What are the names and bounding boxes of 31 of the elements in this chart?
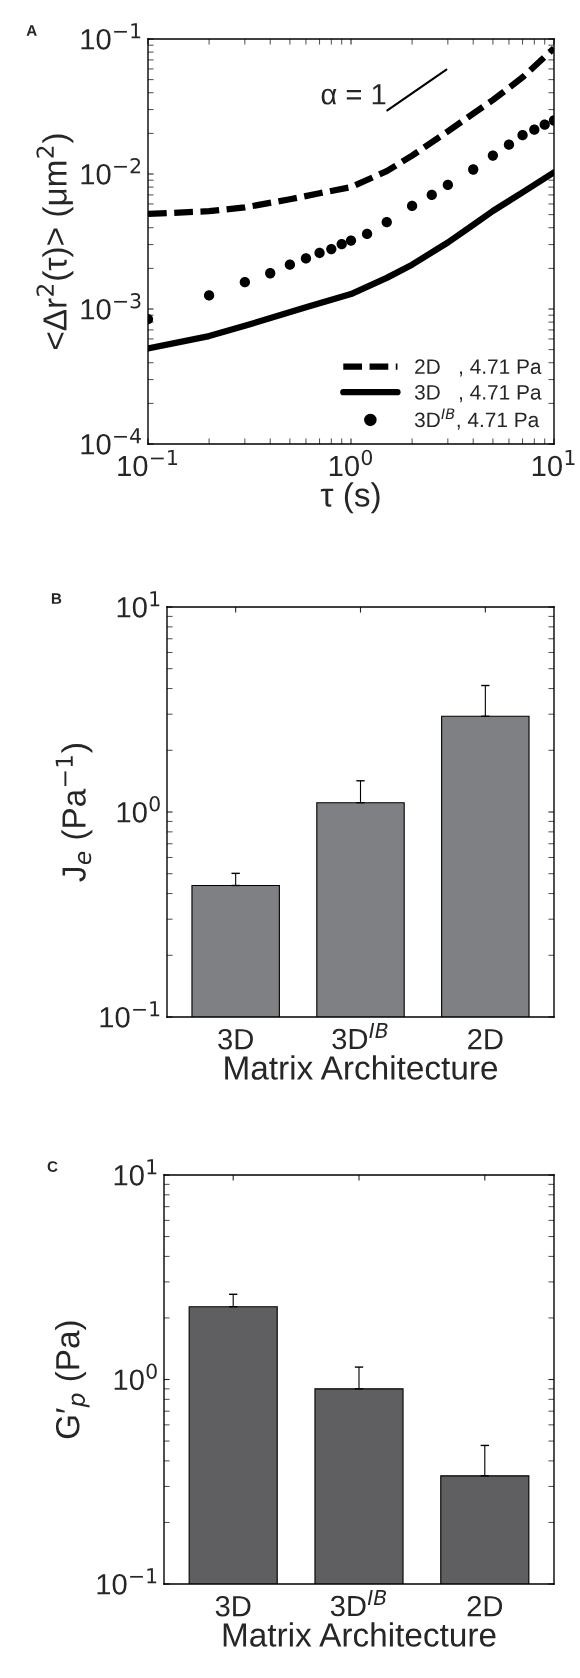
x-tick-label: 2D (467, 1595, 503, 1617)
y-tick-label: 10$^{1}$ (117, 591, 160, 618)
legend-label: 3D$^{IB}$, 4.71 Pa (414, 408, 540, 430)
y-tick-label: 10$^{−2}$ (81, 158, 141, 185)
y-tick-label: 10$^{0}$ (117, 796, 160, 823)
annotation: α = 1 (321, 84, 386, 105)
x-tick-label: 3D$^{IB}$ (330, 1590, 387, 1617)
y-tick-label: 10$^{0}$ (114, 1363, 157, 1391)
y-tick-label: 10$^{−1}$ (100, 1001, 160, 1028)
y-tick-label: 10$^{−1}$ (81, 23, 141, 50)
x-tick-label: 10$^{0}$ (329, 449, 373, 477)
x-tick-label: 3D (218, 1028, 253, 1050)
y-tick-label: 10$^{1}$ (114, 1159, 157, 1186)
legend-label: 2D , 4.71 Pa (415, 359, 542, 377)
y-axis-title: J$_{e}$ (Pa$^{−1}$) (55, 744, 93, 882)
legend-label: 3D , 4.71 Pa (414, 384, 542, 403)
text: C (47, 1161, 58, 1172)
y-axis-title: <Δr$^{2}$(τ)> (μm$^{2}$) (36, 134, 74, 350)
x-axis-title: τ (s) (320, 482, 380, 514)
x-axis-title: Matrix Architecture (223, 1622, 496, 1647)
x-tick-label: 10$^{1}$ (532, 450, 575, 477)
text: A (26, 25, 37, 36)
x-tick-label: 2D (468, 1028, 503, 1050)
y-tick-label: 10$^{−1}$ (97, 1568, 157, 1595)
y-tick-label: 10$^{−4}$ (81, 428, 141, 455)
y-tick-label: 10$^{−3}$ (81, 293, 141, 320)
x-tick-label: 3D (215, 1595, 251, 1617)
x-axis-title: Matrix Architecture (225, 1055, 498, 1080)
x-tick-label: 3D$^{IB}$ (332, 1023, 388, 1050)
y-axis-title: G′$_{p}$ (Pa) (55, 1321, 90, 1439)
text: B (51, 593, 62, 604)
